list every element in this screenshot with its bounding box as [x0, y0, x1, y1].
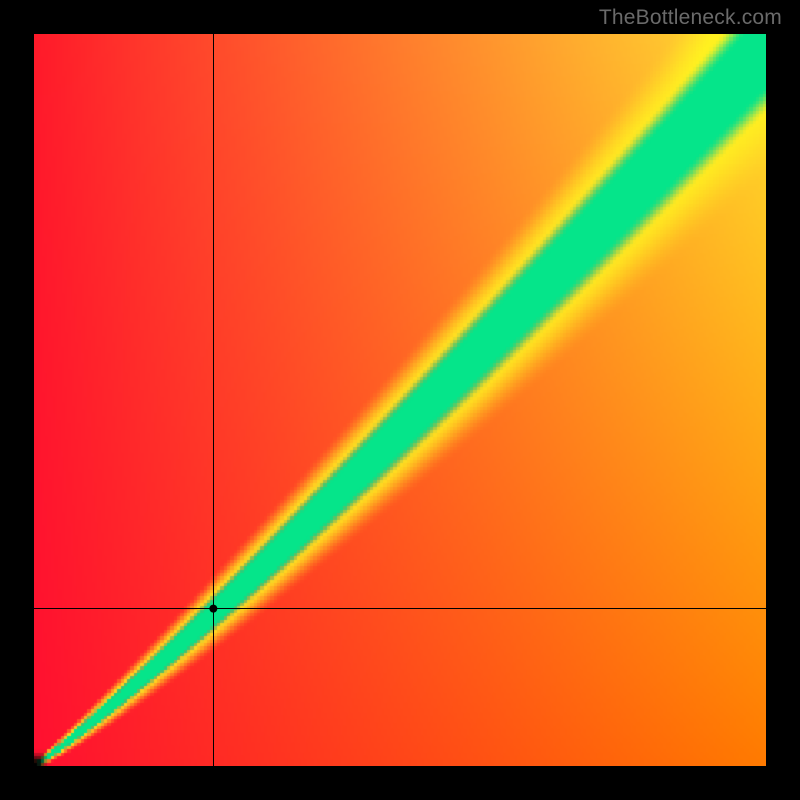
heatmap-plot [34, 34, 766, 766]
watermark-text: TheBottleneck.com [599, 6, 782, 30]
figure-container: TheBottleneck.com [0, 0, 800, 800]
heatmap-canvas [34, 34, 766, 766]
